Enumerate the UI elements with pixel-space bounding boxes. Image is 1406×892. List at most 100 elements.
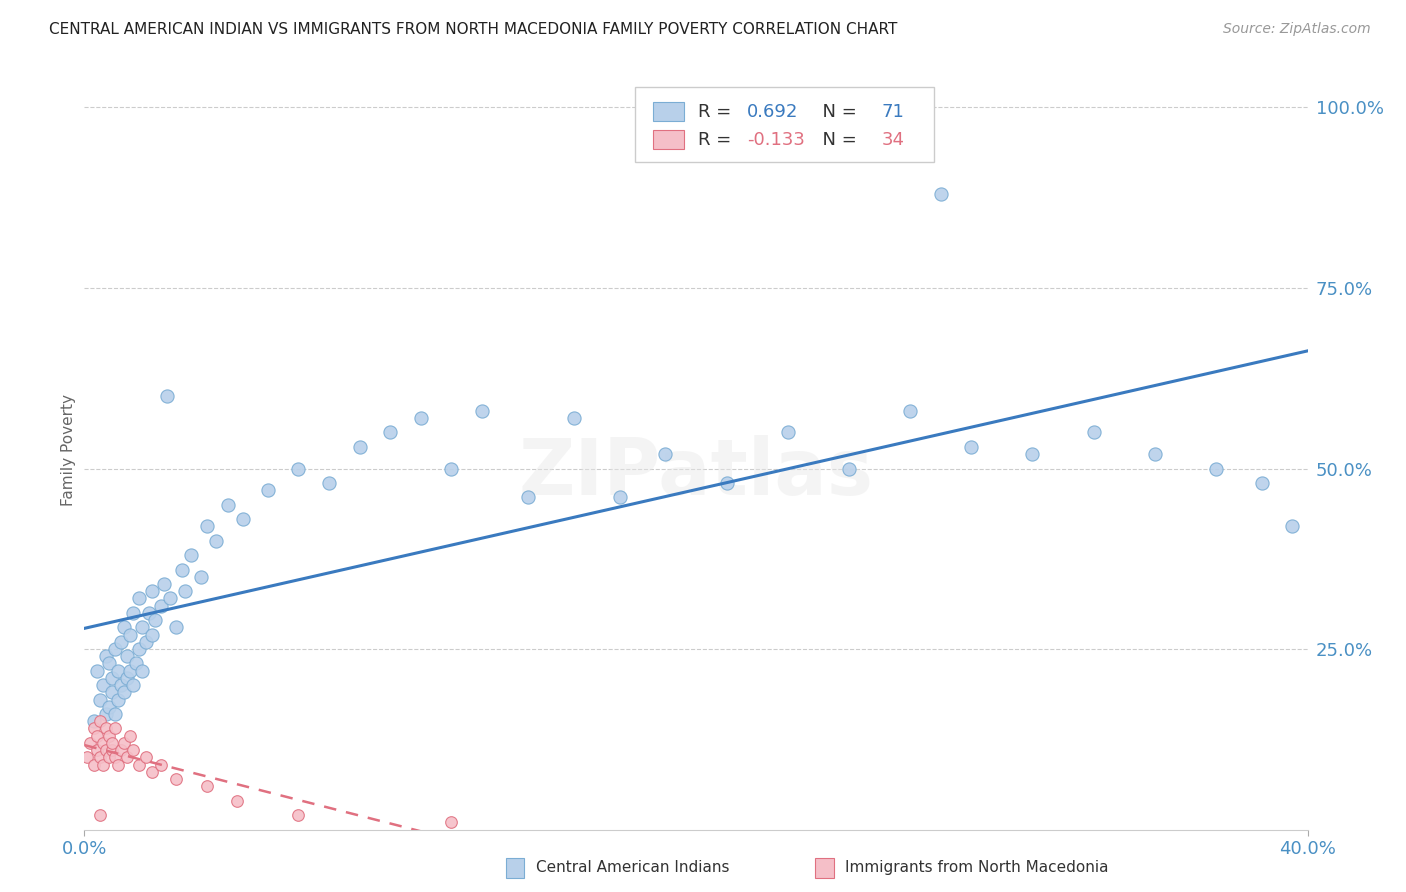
Point	[471, 403, 494, 417]
Point	[104, 642, 127, 657]
Text: CENTRAL AMERICAN INDIAN VS IMMIGRANTS FROM NORTH MACEDONIA FAMILY POVERTY CORREL: CENTRAL AMERICAN INDIAN VS IMMIGRANTS FR…	[49, 22, 897, 37]
Point	[654, 447, 676, 461]
Point	[131, 664, 153, 678]
Point	[1083, 425, 1105, 440]
Point	[122, 606, 145, 620]
Point	[128, 591, 150, 606]
Point	[609, 491, 631, 505]
Point	[125, 657, 148, 671]
Point	[101, 685, 124, 699]
Point	[86, 743, 108, 757]
Point	[101, 743, 124, 757]
Point	[89, 750, 111, 764]
Point	[380, 425, 402, 440]
Point	[76, 750, 98, 764]
Point	[110, 743, 132, 757]
Point	[115, 649, 138, 664]
Point	[122, 678, 145, 692]
Point	[217, 498, 239, 512]
Point	[120, 664, 142, 678]
Point	[257, 483, 280, 498]
Text: Central American Indians: Central American Indians	[536, 861, 730, 875]
Point	[112, 620, 135, 634]
Point	[149, 757, 172, 772]
Point	[287, 461, 309, 475]
Bar	[654, 129, 683, 150]
Point	[83, 714, 105, 729]
Point	[141, 764, 163, 779]
Point	[960, 440, 983, 454]
Text: ZIPatlas: ZIPatlas	[519, 435, 873, 511]
Point	[1143, 447, 1166, 461]
Point	[89, 808, 111, 822]
Point	[128, 642, 150, 657]
Point	[205, 533, 228, 548]
Text: 0.692: 0.692	[748, 103, 799, 120]
Point	[104, 722, 127, 736]
Text: Source: ZipAtlas.com: Source: ZipAtlas.com	[1223, 22, 1371, 37]
Text: Immigrants from North Macedonia: Immigrants from North Macedonia	[845, 861, 1108, 875]
Point	[107, 664, 129, 678]
Y-axis label: Family Poverty: Family Poverty	[60, 394, 76, 507]
Point	[190, 570, 212, 584]
Point	[112, 736, 135, 750]
Text: 34: 34	[882, 130, 905, 149]
Bar	[815, 858, 834, 878]
Point	[1281, 519, 1303, 533]
Point	[195, 779, 218, 793]
Bar	[654, 102, 683, 121]
Point	[516, 491, 538, 505]
Point	[143, 613, 166, 627]
Text: N =: N =	[811, 103, 862, 120]
Bar	[506, 858, 524, 878]
Point	[898, 403, 921, 417]
Point	[135, 750, 157, 764]
Point	[128, 757, 150, 772]
Point	[159, 591, 181, 606]
Point	[101, 671, 124, 685]
Point	[562, 411, 585, 425]
Point	[97, 729, 120, 743]
Point	[94, 722, 117, 736]
Point	[172, 563, 194, 577]
Point	[349, 440, 371, 454]
Text: -0.133: -0.133	[748, 130, 806, 149]
Point	[122, 743, 145, 757]
Point	[287, 808, 309, 822]
Point	[165, 620, 187, 634]
Point	[97, 750, 120, 764]
FancyBboxPatch shape	[636, 87, 935, 162]
Point	[153, 577, 176, 591]
Point	[89, 714, 111, 729]
Point	[107, 692, 129, 706]
Point	[91, 736, 114, 750]
Point	[94, 649, 117, 664]
Point	[1250, 475, 1272, 490]
Point	[86, 664, 108, 678]
Point	[318, 475, 340, 490]
Text: R =: R =	[699, 103, 737, 120]
Point	[440, 461, 463, 475]
Point	[86, 729, 108, 743]
Point	[226, 794, 249, 808]
Point	[156, 389, 179, 403]
Point	[141, 584, 163, 599]
Text: N =: N =	[811, 130, 862, 149]
Point	[440, 815, 463, 830]
Point	[929, 187, 952, 202]
Point	[409, 411, 432, 425]
Point	[97, 657, 120, 671]
Point	[1021, 447, 1043, 461]
Point	[101, 736, 124, 750]
Text: R =: R =	[699, 130, 737, 149]
Point	[94, 706, 117, 721]
Point	[83, 722, 105, 736]
Point	[110, 635, 132, 649]
Point	[149, 599, 172, 613]
Point	[120, 627, 142, 641]
Point	[141, 627, 163, 641]
Point	[79, 736, 101, 750]
Point	[104, 750, 127, 764]
Point	[91, 678, 114, 692]
Point	[104, 706, 127, 721]
